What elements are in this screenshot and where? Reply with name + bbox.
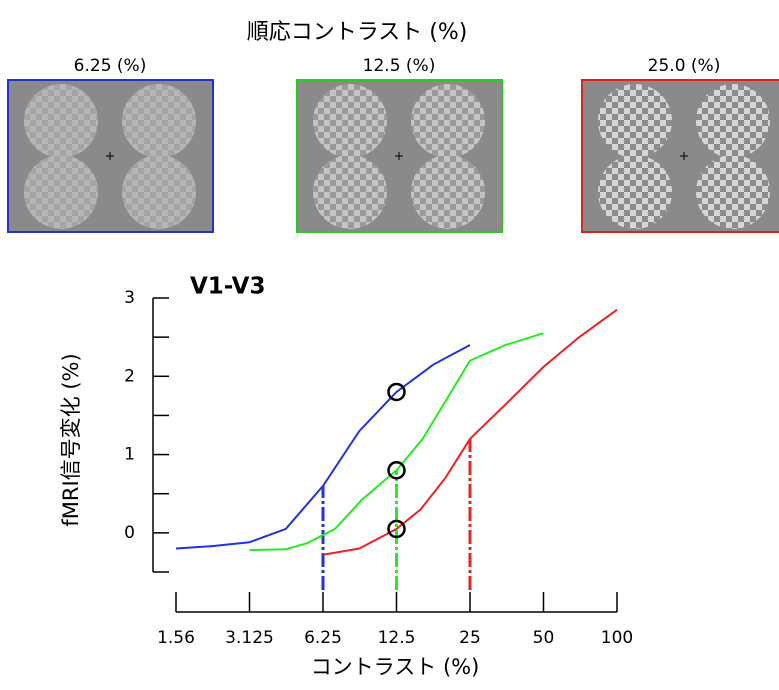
y-tick-label: 1 [124, 445, 135, 465]
y-axis-label: fMRI信号変化 (%) [59, 353, 83, 526]
y-tick-label: 0 [124, 523, 135, 543]
checker-disc [696, 155, 770, 229]
panel-label: 25.0 (%) [648, 56, 721, 76]
x-axis-label: コントラスト (%) [311, 655, 480, 679]
checker-disc [313, 155, 387, 229]
x-tick-label: 50 [533, 628, 555, 648]
panel-label: 6.25 (%) [74, 56, 147, 76]
x-tick-label: 1.56 [157, 628, 195, 648]
checker-disc [696, 84, 770, 158]
checker-disc [24, 84, 98, 158]
checker-disc [411, 84, 485, 158]
checker-disc [122, 155, 196, 229]
chart-title: V1-V3 [190, 274, 265, 300]
checker-disc [122, 84, 196, 158]
x-tick-label: 6.25 [304, 628, 342, 648]
checker-disc [598, 84, 672, 158]
y-tick-label: 2 [124, 366, 135, 386]
checker-disc [24, 155, 98, 229]
x-tick-label: 3.125 [225, 628, 274, 648]
x-tick-label: 25 [459, 628, 481, 648]
y-tick-label: 3 [124, 288, 135, 308]
page: 順応コントラスト (%) V1-V3 コントラスト (%) fMRI信号変化 (… [0, 0, 779, 690]
x-tick-label: 100 [601, 628, 633, 648]
figure: 順応コントラスト (%) V1-V3 コントラスト (%) fMRI信号変化 (… [0, 0, 779, 690]
checker-disc [598, 155, 672, 229]
checker-disc [411, 155, 485, 229]
stimuli-title: 順応コントラスト (%) [247, 20, 468, 45]
panel-label: 12.5 (%) [363, 56, 436, 76]
x-tick-label: 12.5 [378, 628, 416, 648]
checker-disc [313, 84, 387, 158]
